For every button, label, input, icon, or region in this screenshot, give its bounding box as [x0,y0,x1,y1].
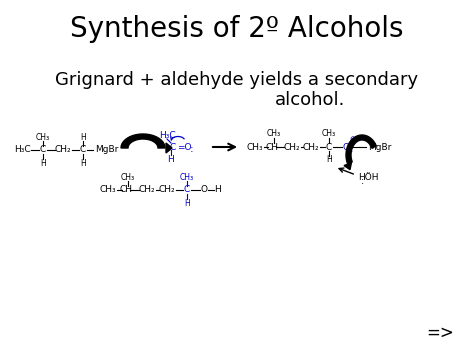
Text: C: C [40,146,46,154]
Text: CH₃: CH₃ [267,130,281,138]
Polygon shape [166,143,172,153]
Polygon shape [121,134,165,148]
Text: CH₃: CH₃ [100,186,116,195]
Text: Synthesis of 2º Alcohols: Synthesis of 2º Alcohols [70,15,404,43]
Text: H: H [215,186,221,195]
Text: CH₂: CH₂ [303,142,319,152]
Text: Grignard + aldehyde yields a secondary: Grignard + aldehyde yields a secondary [55,71,419,89]
Text: CH₃: CH₃ [322,130,336,138]
Text: C: C [184,186,190,195]
Text: C: C [326,142,332,152]
Text: C: C [170,142,176,152]
Polygon shape [346,135,376,164]
Text: H₃C: H₃C [14,146,30,154]
Text: MgBr: MgBr [368,142,392,152]
Text: H₃C: H₃C [159,131,175,140]
Text: :: : [361,176,365,186]
Text: CH₂: CH₂ [159,186,175,195]
Text: H: H [40,158,46,168]
Text: =>: => [426,324,454,342]
Text: C: C [80,146,86,154]
Polygon shape [344,163,351,170]
Text: :: : [190,144,194,154]
Text: ⊖: ⊖ [349,136,355,142]
Text: H: H [80,132,86,142]
Text: CH₂: CH₂ [283,142,301,152]
Text: O: O [343,142,349,152]
Text: CH₃: CH₃ [121,173,135,181]
Text: CH₃: CH₃ [180,173,194,181]
Text: CH: CH [265,142,279,152]
Text: CH: CH [119,186,133,195]
Text: HÖH: HÖH [358,173,378,181]
Text: alcohol.: alcohol. [275,91,345,109]
Text: H: H [184,198,190,208]
Text: :: : [350,144,354,154]
Text: =O: =O [177,142,191,152]
Text: O: O [201,186,208,195]
Text: CH₂: CH₂ [55,146,71,154]
Text: CH₃: CH₃ [246,142,264,152]
Text: H: H [80,158,86,168]
Text: ⊕: ⊕ [354,136,360,142]
Text: CH₃: CH₃ [36,132,50,142]
Text: H: H [168,154,174,164]
Text: MgBr: MgBr [95,146,118,154]
Text: CH₂: CH₂ [139,186,155,195]
Text: H: H [326,155,332,164]
